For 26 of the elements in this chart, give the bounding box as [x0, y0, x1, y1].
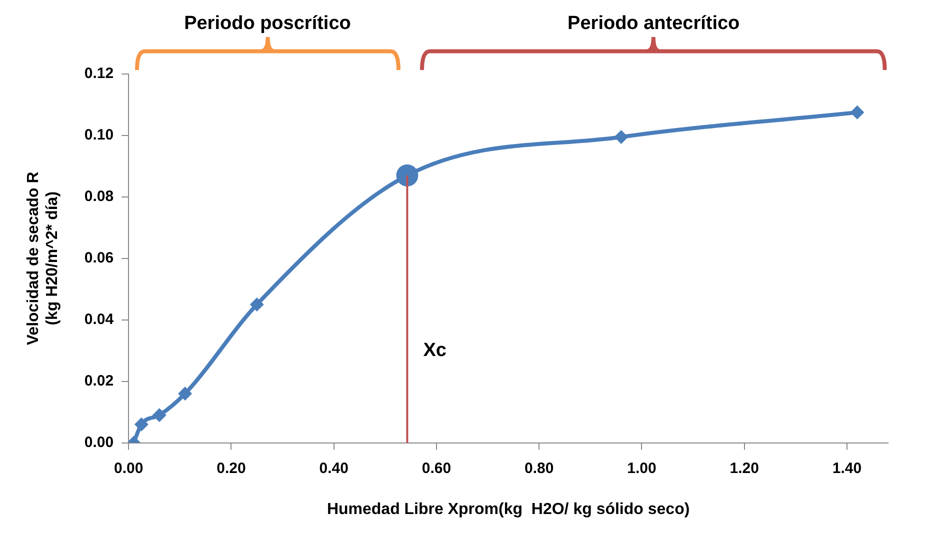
y-tick-label: 0.08 — [84, 188, 114, 206]
point — [178, 386, 192, 401]
point — [850, 105, 864, 120]
y-tick-label: 0.04 — [84, 311, 114, 328]
x-tick-label: 0.00 — [114, 460, 144, 477]
x-axis-title: Humedad Libre Xprom(kg H2O/ kg sólido seco) — [326, 500, 690, 518]
y-tick-label: 0.10 — [84, 126, 114, 144]
point — [152, 408, 166, 422]
x-tick-label: 0.40 — [319, 460, 348, 477]
point — [134, 417, 148, 432]
x-tick-label: 1.20 — [730, 460, 759, 477]
point — [614, 130, 628, 144]
text: Periodo antecrítico — [568, 13, 740, 34]
y-axis-title: Velocidad de secado R (kg H20/m^2* día) — [25, 171, 62, 346]
x-tick-label: 1.00 — [627, 460, 656, 477]
x-tick-label: 0.20 — [216, 460, 246, 477]
x-tick-label: 0.80 — [524, 460, 554, 477]
point — [250, 298, 264, 312]
y-tick-label: 0.00 — [84, 434, 114, 451]
y-tick-label: 0.12 — [84, 65, 114, 82]
y-tick-label: 0.06 — [84, 250, 114, 267]
text: Periodo poscrítico — [184, 13, 351, 34]
y-tick-label: 0.02 — [84, 372, 114, 390]
x-tick-label: 0.60 — [422, 460, 452, 477]
x-tick-label: 1.40 — [832, 460, 862, 477]
ref-line-label: Xc — [423, 340, 447, 361]
